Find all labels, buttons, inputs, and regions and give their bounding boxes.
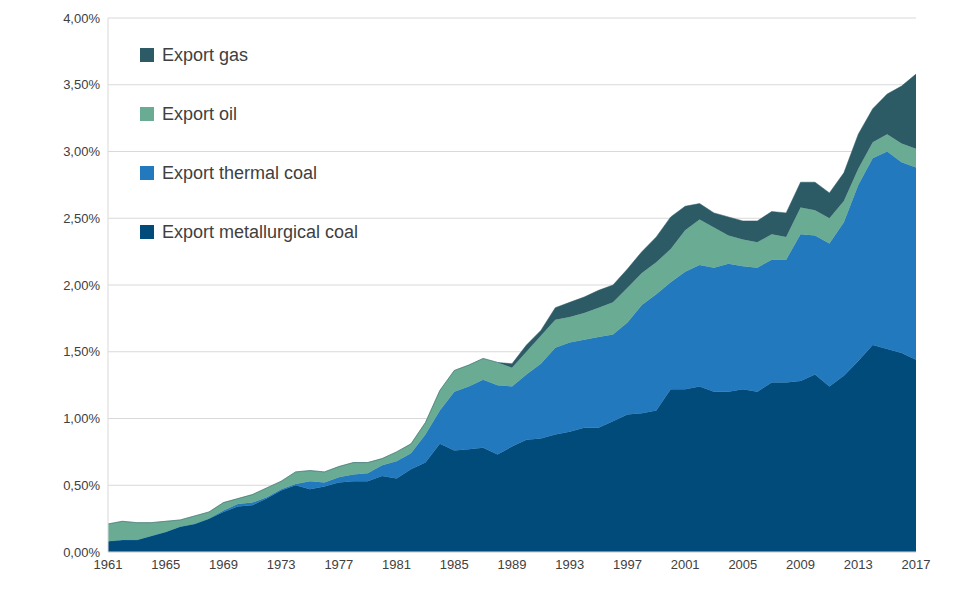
svg-text:1961: 1961	[93, 557, 123, 573]
svg-text:1,00%: 1,00%	[63, 411, 100, 426]
svg-text:0,50%: 0,50%	[63, 478, 100, 493]
svg-text:1993: 1993	[555, 557, 584, 572]
svg-text:3,00%: 3,00%	[63, 144, 100, 159]
svg-text:2005: 2005	[728, 557, 757, 572]
svg-text:1965: 1965	[151, 557, 180, 572]
html-text:Export metallurgical coal: Export metallurgical coal	[162, 221, 359, 242]
svg-text:1973: 1973	[267, 557, 296, 572]
svg-text:2013: 2013	[844, 557, 873, 572]
svg-text:2,00%: 2,00%	[63, 278, 100, 293]
html-text:Export thermal coal: Export thermal coal	[162, 162, 318, 183]
svg-text:2009: 2009	[786, 557, 815, 572]
html-text:Export oil: Export oil	[162, 103, 237, 124]
svg-text:1977: 1977	[324, 557, 353, 572]
svg-text:2001: 2001	[671, 557, 700, 572]
svg-text:0,00%: 0,00%	[63, 545, 100, 560]
svg-text:1969: 1969	[209, 557, 238, 572]
svg-text:1981: 1981	[382, 557, 411, 572]
html-text:Export gas: Export gas	[162, 44, 248, 65]
svg-text:1,50%: 1,50%	[63, 344, 100, 359]
svg-text:3,50%: 3,50%	[63, 77, 100, 92]
svg-text:2017: 2017	[902, 557, 931, 572]
svg-text:1997: 1997	[613, 557, 642, 572]
svg-text:1989: 1989	[498, 557, 527, 572]
svg-text:1985: 1985	[440, 557, 469, 572]
svg-text:4,00%: 4,00%	[63, 11, 100, 26]
svg-text:2,50%: 2,50%	[63, 211, 100, 226]
